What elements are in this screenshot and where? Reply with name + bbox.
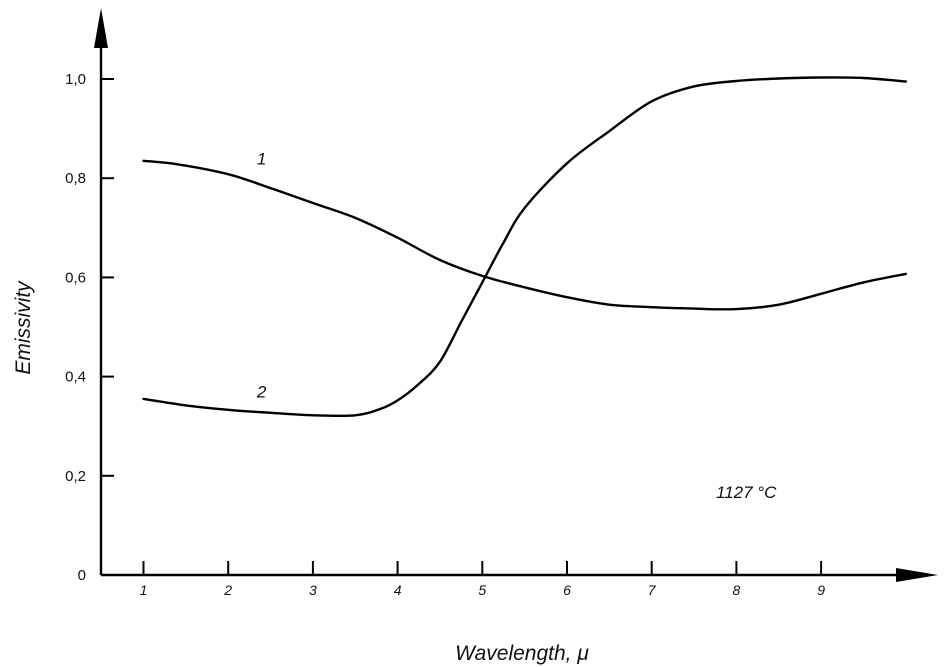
x-ticks: 1 2 3 4 5 6 7 8 9: [140, 561, 825, 598]
y-tick-label: 0: [78, 567, 86, 584]
x-tick-label: 6: [563, 582, 571, 598]
x-tick-label: 3: [309, 582, 317, 598]
x-tick-label: 9: [817, 582, 825, 598]
curve-2: [142, 76, 907, 418]
x-tick-label: 2: [223, 582, 232, 598]
x-tick-label: 8: [733, 582, 741, 598]
y-axis-title: Emissivity: [12, 280, 35, 375]
y-tick-label: 0,8: [65, 170, 86, 187]
y-ticks: 0 0,2 0,4 0,6 0,8 1,0: [65, 71, 114, 584]
y-tick-label: 0,6: [65, 269, 86, 286]
x-tick-label: 5: [478, 582, 486, 598]
y-axis-arrow: [94, 8, 108, 48]
curve-label-2: 2: [256, 382, 267, 401]
y-tick-label: 0,2: [65, 468, 86, 485]
curve-labels: 12: [256, 149, 267, 401]
x-tick-label: 7: [648, 582, 657, 598]
x-axis-title: Wavelength, μ: [455, 642, 589, 665]
x-tick-label: 1: [140, 582, 148, 598]
curve-label-1: 1: [257, 149, 266, 168]
curve-1: [142, 159, 907, 311]
x-tick-label: 4: [394, 582, 402, 598]
curves: [142, 76, 907, 418]
y-tick-label: 1,0: [65, 71, 86, 88]
temperature-annotation: 1127 °C: [716, 483, 777, 502]
x-axis-arrow: [896, 568, 938, 582]
y-tick-label: 0,4: [65, 369, 86, 386]
axes: [94, 8, 938, 582]
